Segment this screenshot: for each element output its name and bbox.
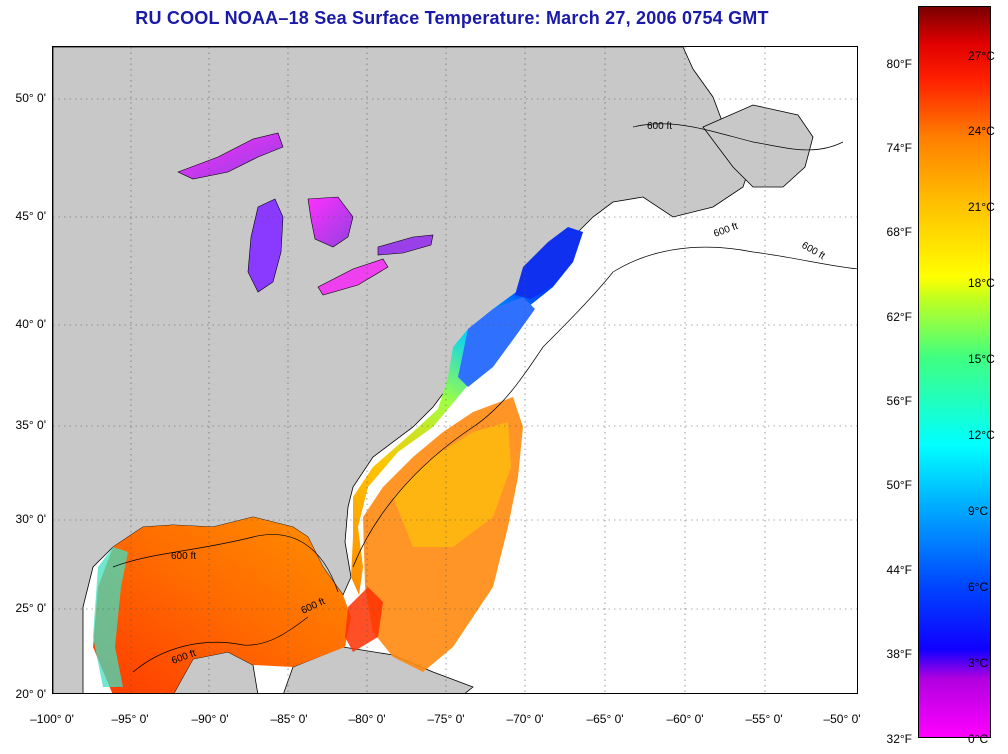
chart-title: RU COOL NOAA–18 Sea Surface Temperature:… xyxy=(135,8,769,28)
colorbar-c-27: 27°C xyxy=(968,49,995,63)
lake-huron xyxy=(307,196,354,248)
lon-label-85: –85° 0' xyxy=(270,712,308,726)
colorbar-c-24: 24°C xyxy=(968,124,995,138)
colorbar-c-21: 21°C xyxy=(968,200,995,214)
colorbar-f-38: 38°F xyxy=(886,647,912,661)
lake-ontario xyxy=(377,234,434,256)
land-north-america xyxy=(53,47,754,693)
lake-michigan xyxy=(247,198,284,293)
sst-gulf-west-fringe xyxy=(93,547,128,687)
colorbar-f-68: 68°F xyxy=(886,225,912,239)
colorbar-f-50: 50°F xyxy=(886,478,912,492)
lat-label-35: 35° 0' xyxy=(15,418,46,432)
colorbar-f-32: 32°F xyxy=(886,732,912,746)
lat-label-20: 20° 0' xyxy=(15,687,46,701)
isobath-label-grand-banks: 600 ft xyxy=(800,240,827,262)
lon-label-55: –55° 0' xyxy=(745,712,783,726)
lake-erie xyxy=(317,258,389,296)
lon-label-80: –80° 0' xyxy=(348,712,386,726)
colorbar-c-9: 9°C xyxy=(968,504,989,518)
colorbar-c-3: 3°C xyxy=(968,656,989,670)
sst-mid-atlantic-bight xyxy=(458,297,535,387)
lat-label-25: 25° 0' xyxy=(15,601,46,615)
lon-label-75: –75° 0' xyxy=(427,712,465,726)
sst-florida-strait xyxy=(345,587,383,652)
isobath-600ft xyxy=(112,123,857,673)
sst-map: 600 ft 600 ft 600 ft 600 ft 600 ft 600 f… xyxy=(52,46,858,694)
land-newfoundland xyxy=(702,104,814,188)
sst-gulf-of-mexico xyxy=(93,517,351,693)
colorbar-c-12: 12°C xyxy=(968,428,995,442)
map-canvas: 600 ft 600 ft 600 ft 600 ft 600 ft 600 f… xyxy=(53,47,857,693)
colorbar-f-56: 56°F xyxy=(886,394,912,408)
colorbar-c-15: 15°C xyxy=(968,352,995,366)
lon-label-50: –50° 0' xyxy=(823,712,861,726)
lon-label-95: –95° 0' xyxy=(111,712,149,726)
colorbar-c-0: 0°C xyxy=(968,732,989,746)
lon-label-70: –70° 0' xyxy=(506,712,544,726)
isobath-label-gulf: 600 ft xyxy=(171,551,196,562)
temperature-colorbar xyxy=(918,6,991,738)
isobath-label-newfoundland: 600 ft xyxy=(647,121,672,132)
lon-label-100: –100° 0' xyxy=(30,712,74,726)
colorbar-c-6: 6°C xyxy=(968,580,989,594)
sst-gulf-stream-core xyxy=(393,422,511,547)
colorbar-f-80: 80°F xyxy=(886,57,912,71)
lon-label-65: –65° 0' xyxy=(586,712,624,726)
lon-label-90: –90° 0' xyxy=(191,712,229,726)
lat-label-40: 40° 0' xyxy=(15,317,46,331)
lat-label-30: 30° 0' xyxy=(15,512,46,526)
lake-superior xyxy=(177,132,284,180)
colorbar-f-62: 62°F xyxy=(886,310,912,324)
lon-label-60: –60° 0' xyxy=(666,712,704,726)
colorbar-f-44: 44°F xyxy=(886,563,912,577)
graticule xyxy=(53,47,857,693)
lat-label-45: 45° 0' xyxy=(15,209,46,223)
colorbar-f-74: 74°F xyxy=(886,141,912,155)
isobath-label-scotian: 600 ft xyxy=(712,221,739,240)
lat-label-50: 50° 0' xyxy=(15,91,46,105)
colorbar-c-18: 18°C xyxy=(968,276,995,290)
sst-gulf-of-maine xyxy=(515,227,583,299)
